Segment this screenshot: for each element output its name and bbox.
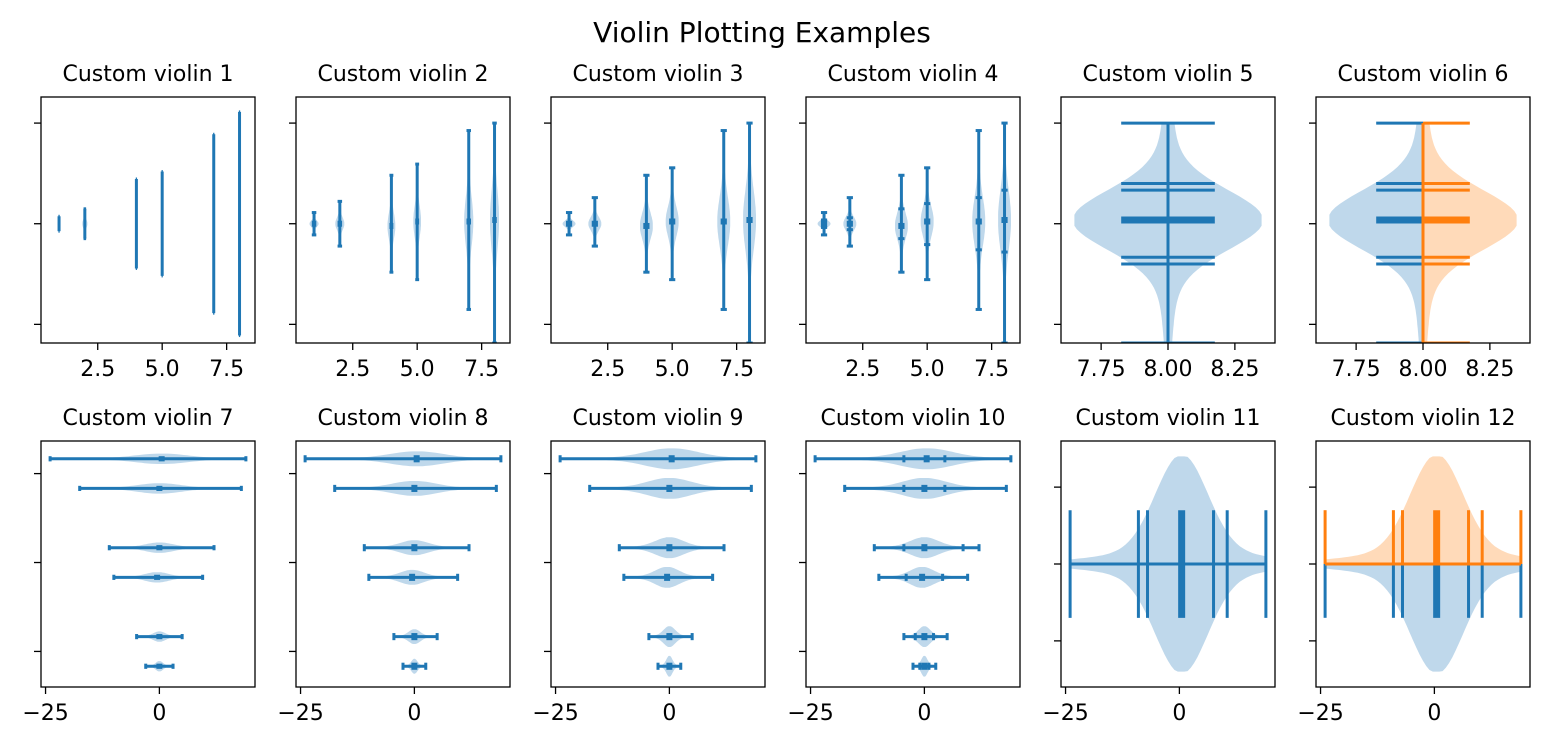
plot-area <box>309 121 499 343</box>
chart-title: Custom violin 12 <box>1330 406 1515 431</box>
x-tick-label: 2.5 <box>335 357 370 382</box>
chart-title: Custom violin 1 <box>62 62 233 87</box>
plot-area <box>57 110 242 338</box>
chart-title: Custom violin 5 <box>1082 62 1253 87</box>
axes-frame <box>40 96 256 344</box>
x-tick-label: 5.0 <box>910 357 945 382</box>
chart-panel-11: Custom violin 11 −25 0 <box>1042 406 1276 726</box>
axes-frame <box>40 440 256 688</box>
x-tick-label: 7.5 <box>209 357 244 382</box>
chart-panel-1: Custom violin 1 2.5 5.0 7.5 <box>34 62 256 382</box>
chart-panel-8: Custom violin 8 −25 0 <box>277 406 511 726</box>
x-tick-label: 7.5 <box>464 357 499 382</box>
plot-area <box>303 451 503 674</box>
plot-area <box>1068 456 1268 672</box>
chart-panel-12: Custom violin 12 −25 0 <box>1297 406 1531 726</box>
violin-body <box>1423 123 1517 343</box>
chart-title: Custom violin 2 <box>317 62 488 87</box>
axes-frame <box>805 96 1021 344</box>
chart-panel-9: Custom violin 9 −25 0 <box>532 406 766 726</box>
chart-panel-10: Custom violin 10 −25 0 <box>787 406 1021 726</box>
x-tick-label: 0 <box>1172 701 1186 726</box>
x-tick-label: −25 <box>787 701 833 726</box>
x-tick-label: 5.0 <box>145 357 180 382</box>
x-tick-label: 7.75 <box>1332 357 1381 382</box>
chart-title: Custom violin 9 <box>572 406 743 431</box>
x-tick-label: 8.25 <box>1465 357 1514 382</box>
panels: Custom violin 1 2.5 5.0 7.5 Custom violin 2 2… <box>22 62 1531 726</box>
plot-area <box>817 121 1011 343</box>
x-tick-label: 0 <box>152 701 166 726</box>
plot-area <box>813 448 1013 677</box>
x-tick-label: 0 <box>662 701 676 726</box>
x-tick-label: 0 <box>407 701 421 726</box>
x-tick-label: −25 <box>532 701 578 726</box>
figure-title: Violin Plotting Examples <box>593 16 931 49</box>
axes-frame <box>295 440 511 688</box>
x-tick-label: 0 <box>917 701 931 726</box>
chart-panel-6: Custom violin 6 7.75 8.00 8.25 <box>1309 62 1531 382</box>
plot-area <box>1323 456 1523 672</box>
x-tick-label: 2.5 <box>590 357 625 382</box>
x-tick-label: 0 <box>1427 701 1441 726</box>
x-tick-label: −25 <box>22 701 68 726</box>
violin-body <box>1325 564 1521 672</box>
plot-area <box>562 121 756 343</box>
x-tick-label: 7.5 <box>719 357 754 382</box>
x-tick-label: 5.0 <box>655 357 690 382</box>
chart-title: Custom violin 3 <box>572 62 743 87</box>
chart-title: Custom violin 11 <box>1075 406 1260 431</box>
x-tick-label: 8.00 <box>1144 357 1193 382</box>
x-tick-label: 2.5 <box>845 357 880 382</box>
x-tick-label: 5.0 <box>400 357 435 382</box>
x-tick-label: 7.75 <box>1077 357 1126 382</box>
chart-panel-3: Custom violin 3 2.5 5.0 7.5 <box>544 62 766 382</box>
chart-title: Custom violin 10 <box>820 406 1005 431</box>
chart-panel-4: Custom violin 4 2.5 5.0 7.5 <box>799 62 1021 382</box>
plot-area <box>1329 121 1517 343</box>
x-tick-label: 8.00 <box>1399 357 1448 382</box>
chart-panel-2: Custom violin 2 2.5 5.0 7.5 <box>289 62 511 382</box>
chart-title: Custom violin 7 <box>62 406 233 431</box>
x-tick-label: 7.5 <box>974 357 1009 382</box>
x-tick-label: −25 <box>1042 701 1088 726</box>
axes-frame <box>295 96 511 344</box>
plot-area <box>558 448 758 677</box>
violin-body <box>1325 456 1521 564</box>
x-tick-label: −25 <box>277 701 323 726</box>
chart-title: Custom violin 8 <box>317 406 488 431</box>
chart-panel-7: Custom violin 7 −25 0 <box>22 406 256 726</box>
axes-frame <box>805 440 1021 688</box>
x-tick-label: 8.25 <box>1210 357 1259 382</box>
plot-area <box>1074 121 1262 343</box>
x-tick-label: −25 <box>1297 701 1343 726</box>
axes-frame <box>550 440 766 688</box>
chart-title: Custom violin 6 <box>1337 62 1508 87</box>
violin-body <box>1329 123 1423 343</box>
chart-panel-5: Custom violin 5 7.75 8.00 8.25 <box>1054 62 1276 382</box>
plot-area <box>48 453 248 672</box>
x-tick-label: 2.5 <box>80 357 115 382</box>
chart-title: Custom violin 4 <box>827 62 998 87</box>
axes-frame <box>550 96 766 344</box>
